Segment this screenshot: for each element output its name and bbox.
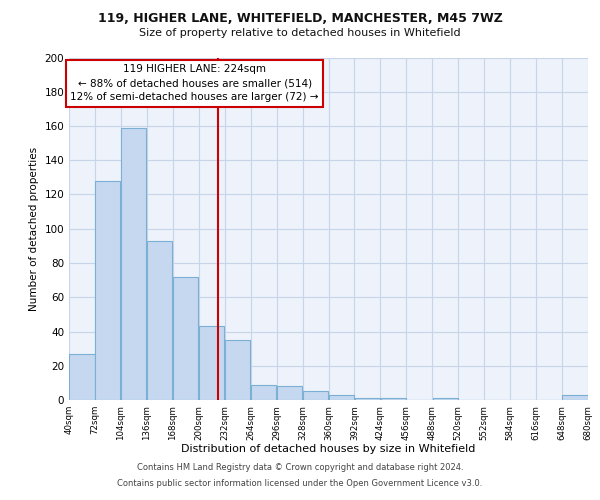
Bar [562,395,587,400]
Text: Contains public sector information licensed under the Open Government Licence v3: Contains public sector information licen… [118,478,482,488]
Bar [70,354,95,400]
Bar [329,395,354,400]
Bar [95,181,121,400]
Bar [199,326,224,400]
Text: Size of property relative to detached houses in Whitefield: Size of property relative to detached ho… [139,28,461,38]
Y-axis label: Number of detached properties: Number of detached properties [29,146,39,311]
Bar [225,340,250,400]
Bar [121,128,146,400]
Text: 119 HIGHER LANE: 224sqm
← 88% of detached houses are smaller (514)
12% of semi-d: 119 HIGHER LANE: 224sqm ← 88% of detache… [70,64,319,102]
Bar [303,392,328,400]
Bar [173,276,199,400]
Text: Contains HM Land Registry data © Crown copyright and database right 2024.: Contains HM Land Registry data © Crown c… [137,464,463,472]
Bar [433,398,458,400]
Bar [381,398,406,400]
Bar [147,240,172,400]
Bar [277,386,302,400]
X-axis label: Distribution of detached houses by size in Whitefield: Distribution of detached houses by size … [181,444,476,454]
Bar [355,398,380,400]
Text: 119, HIGHER LANE, WHITEFIELD, MANCHESTER, M45 7WZ: 119, HIGHER LANE, WHITEFIELD, MANCHESTER… [98,12,502,26]
Bar [251,384,276,400]
